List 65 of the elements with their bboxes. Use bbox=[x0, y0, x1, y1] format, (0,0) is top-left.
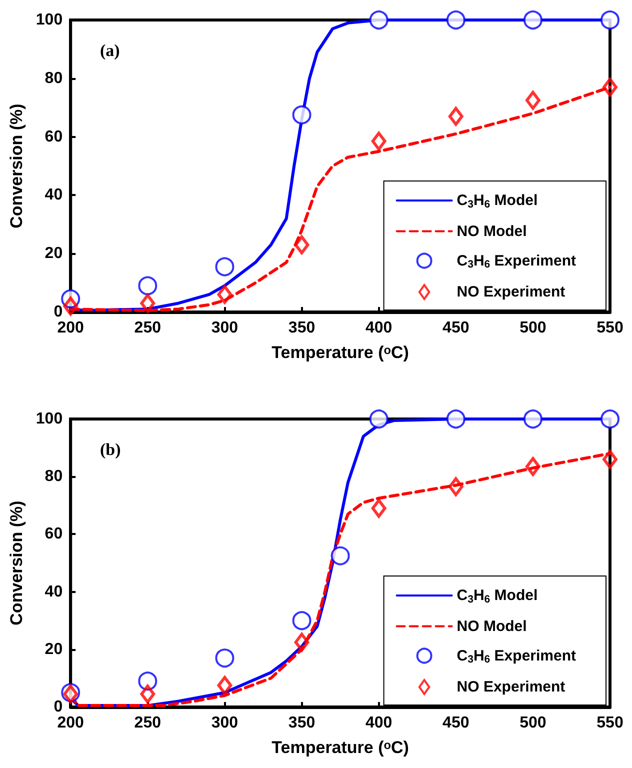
x-tick-label: 300 bbox=[211, 714, 238, 732]
legend-label: NO Model bbox=[456, 618, 527, 635]
y-tick-label: 100 bbox=[36, 410, 63, 428]
point bbox=[294, 632, 310, 652]
x-tick-label: 550 bbox=[596, 714, 624, 732]
point bbox=[600, 410, 620, 428]
point bbox=[523, 10, 542, 30]
point bbox=[292, 105, 312, 124]
x-tick-label: 400 bbox=[365, 714, 392, 732]
point bbox=[525, 90, 540, 110]
point bbox=[525, 457, 540, 476]
point bbox=[63, 296, 78, 316]
point bbox=[292, 611, 312, 630]
x-tick-label: 350 bbox=[288, 714, 316, 732]
point bbox=[217, 284, 232, 304]
y-tick-label: 60 bbox=[44, 526, 63, 543]
point bbox=[294, 235, 310, 254]
point bbox=[369, 410, 388, 428]
point bbox=[446, 410, 466, 428]
x-tick-label: 550 bbox=[596, 320, 624, 336]
y-tick-label: 100 bbox=[36, 12, 63, 28]
x-tick-label: 250 bbox=[134, 714, 162, 732]
x-tick-label: 450 bbox=[442, 714, 470, 732]
y-tick-label: 20 bbox=[44, 245, 63, 262]
x-tick-label: 300 bbox=[211, 320, 238, 336]
x-tick-label: 500 bbox=[520, 714, 546, 732]
point bbox=[140, 294, 156, 313]
point bbox=[448, 106, 464, 126]
point bbox=[371, 498, 386, 518]
y-tick-label: 20 bbox=[44, 640, 63, 658]
legend-label: NO Experiment bbox=[456, 284, 566, 300]
point bbox=[215, 648, 234, 668]
point bbox=[138, 276, 158, 296]
annotation: (a) bbox=[100, 41, 120, 60]
point bbox=[446, 10, 466, 30]
legend-label: NO Experiment bbox=[456, 678, 566, 696]
x-tick-label: 400 bbox=[365, 320, 392, 336]
legend-label: NO Model bbox=[456, 222, 527, 240]
x-tick-label: 200 bbox=[57, 714, 84, 732]
y-tick-label: 0 bbox=[54, 304, 63, 320]
point bbox=[369, 10, 388, 30]
point bbox=[330, 546, 350, 566]
annotation: (b) bbox=[100, 440, 121, 459]
y-tick-label: 40 bbox=[44, 583, 63, 600]
point bbox=[215, 257, 234, 276]
x-tick-label: 350 bbox=[288, 320, 316, 336]
y-axis-title: Conversion (%) bbox=[7, 104, 26, 228]
y-tick-label: 60 bbox=[44, 128, 63, 146]
x-tick-label: 500 bbox=[520, 320, 546, 336]
y-tick-label: 0 bbox=[54, 698, 63, 716]
point bbox=[140, 684, 156, 704]
y-axis-title: Conversion (%) bbox=[7, 500, 26, 626]
point bbox=[602, 78, 618, 97]
point bbox=[448, 477, 464, 496]
point bbox=[600, 10, 620, 30]
y-tick-label: 40 bbox=[44, 186, 63, 204]
point bbox=[602, 450, 618, 469]
x-tick-label: 200 bbox=[57, 320, 84, 336]
point bbox=[217, 676, 232, 695]
point bbox=[371, 132, 386, 151]
x-tick-label: 250 bbox=[134, 320, 162, 336]
y-tick-label: 80 bbox=[44, 70, 63, 87]
point bbox=[523, 410, 542, 428]
x-tick-label: 450 bbox=[442, 320, 470, 336]
y-tick-label: 80 bbox=[44, 468, 63, 486]
